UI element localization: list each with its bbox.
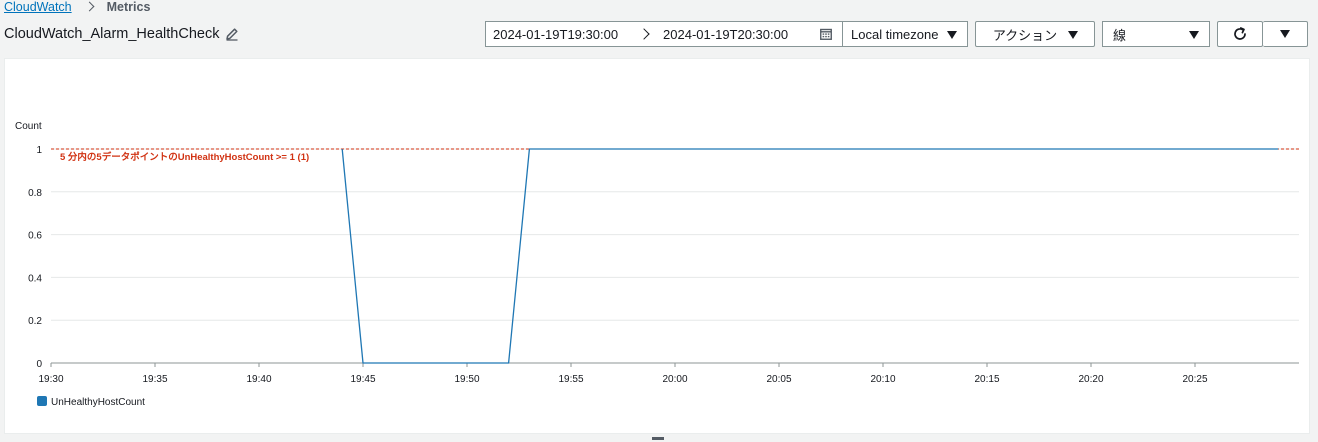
panel-resize-handle[interactable] [652,437,664,440]
page-title: CloudWatch_Alarm_HealthCheck [4,26,220,42]
x-tick-label: 19:40 [246,374,271,385]
caret-down-icon [1068,31,1078,39]
x-tick-label: 20:20 [1078,374,1103,385]
start-time-input[interactable]: 2024-01-19T19:30:00 [493,26,619,42]
actions-label: アクション [992,27,1058,43]
page-header: CloudWatch_Alarm_HealthCheck [4,26,239,42]
graph-panel: Count 0 0.2 0.4 0.6 0.8 1 19:30 19:35 19:40 19:45 1… [4,58,1310,434]
refresh-options-button[interactable] [1263,21,1308,47]
x-tick-label: 20:05 [766,374,791,385]
breadcrumb-current: Metrics [106,0,151,14]
refresh-button[interactable] [1217,21,1263,47]
legend-label: UnHealthyHostCount [51,397,145,408]
breadcrumb-cloudwatch-link[interactable]: CloudWatch [4,0,72,14]
end-time-input[interactable]: 2024-01-19T20:30:00 [663,26,789,42]
x-tick-label: 19:45 [350,374,375,385]
arrow-right-icon [640,28,650,40]
y-tick-label: 0.2 [28,316,42,327]
x-tick-label: 20:00 [662,374,687,385]
calendar-icon[interactable] [820,28,832,40]
threshold-label: 5 分内の5データポイントのUnHealthyHostCount >= 1 (1… [60,151,309,163]
x-tick-label: 20:25 [1182,374,1207,385]
caret-down-icon [947,31,957,39]
graph-type-value: 線 [1113,27,1127,43]
x-tick-label: 19:30 [38,374,63,385]
legend-swatch [37,396,47,406]
time-range-picker[interactable]: 2024-01-19T19:30:00 2024-01-19T20:30:00 [485,21,843,47]
y-tick-label: 0.4 [28,273,42,284]
timezone-select[interactable]: Local timezone [843,21,968,47]
y-tick-label: 0.8 [28,188,42,199]
metric-chart: Count 0 0.2 0.4 0.6 0.8 1 19:30 19:35 19:40 19:45 1… [15,121,1299,408]
y-axis-label: Count [15,121,42,132]
timezone-value: Local timezone [851,26,939,42]
y-tick-label: 0.6 [28,231,42,242]
pencil-icon[interactable] [225,27,239,41]
chevron-right-icon [84,1,96,13]
x-tick-label: 20:15 [974,374,999,385]
series-line [341,148,1279,364]
caret-down-icon [1280,30,1290,38]
x-tick-label: 19:50 [454,374,479,385]
x-tick-label: 19:35 [142,374,167,385]
breadcrumb: CloudWatch Metrics [4,0,150,14]
x-tick-label: 19:55 [558,374,583,385]
refresh-icon [1234,27,1246,40]
caret-down-icon [1189,31,1199,39]
y-tick-label: 0 [36,359,42,370]
graph-type-select[interactable]: 線 [1102,21,1210,47]
x-tick-label: 20:10 [870,374,895,385]
y-tick-label: 1 [36,145,42,156]
actions-button[interactable]: アクション [975,21,1095,47]
